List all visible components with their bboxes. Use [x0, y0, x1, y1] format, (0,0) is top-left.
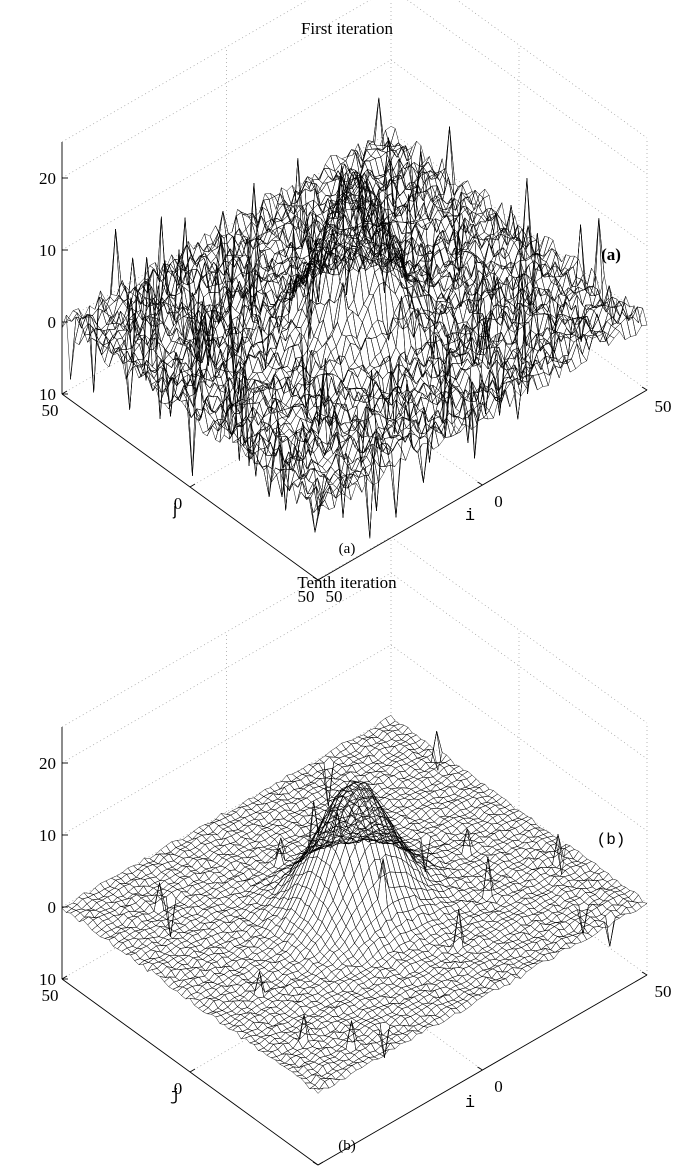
panel-annotation-b: (b)	[597, 831, 626, 849]
i-tick-mark	[641, 971, 648, 976]
z-tick-label: 20	[39, 754, 56, 773]
z-tick-label: 10	[39, 826, 56, 845]
j-tick-mark	[61, 975, 68, 980]
i-tick-mark	[312, 1161, 319, 1166]
chart-title-b: Tenth iteration	[297, 573, 397, 592]
j-tick-mark	[189, 1068, 196, 1073]
z-tick-label: 0	[48, 898, 57, 917]
surface-mesh-path	[61, 97, 648, 539]
grid-line-z20	[61, 572, 648, 764]
panel-annotation-a: (a)	[601, 245, 621, 264]
j-tick-label: 0	[174, 1079, 183, 1098]
j-tick-label: 50	[42, 401, 59, 420]
j-tick-mark	[189, 483, 196, 488]
surface-mesh-path	[61, 715, 648, 1094]
y-axis-label-b: j	[170, 1087, 180, 1106]
j-tick-mark	[317, 576, 324, 581]
z-tick-label: 20	[39, 169, 56, 188]
i-tick-mark	[641, 386, 648, 391]
j-tick-label: 50	[298, 587, 315, 606]
j-tick-label: 0	[174, 494, 183, 513]
back-edge-top-right	[390, 536, 648, 724]
x-axis-label-b: i	[465, 1094, 475, 1113]
chart-title-a: First iteration	[301, 19, 394, 38]
j-tick-mark	[317, 1161, 324, 1166]
i-tick-mark	[477, 1066, 483, 1071]
surface-mesh-a	[61, 97, 648, 539]
z-tick-label: 10	[39, 241, 56, 260]
i-tick-label: 0	[494, 1077, 503, 1096]
x-axis-label-a: i	[465, 507, 475, 526]
z-tick-label: 0	[48, 313, 57, 332]
caption-b: (b)	[338, 1138, 356, 1154]
z-tick-label: 10	[39, 385, 56, 404]
caption-a: (a)	[339, 541, 356, 557]
y-axis-label-a: j	[172, 500, 177, 519]
i-tick-mark	[312, 576, 319, 581]
i-tick-label: 0	[494, 492, 503, 511]
surface-mesh-b	[61, 715, 648, 1094]
z-tick-label: 10	[39, 970, 56, 989]
back-edge-top-left	[61, 536, 392, 728]
i-tick-label: 50	[655, 982, 672, 1001]
i-tick-label: 50	[326, 587, 343, 606]
i-tick-mark	[477, 481, 483, 486]
i-tick-label: 50	[655, 397, 672, 416]
j-tick-mark	[61, 390, 68, 395]
j-tick-label: 50	[42, 986, 59, 1005]
